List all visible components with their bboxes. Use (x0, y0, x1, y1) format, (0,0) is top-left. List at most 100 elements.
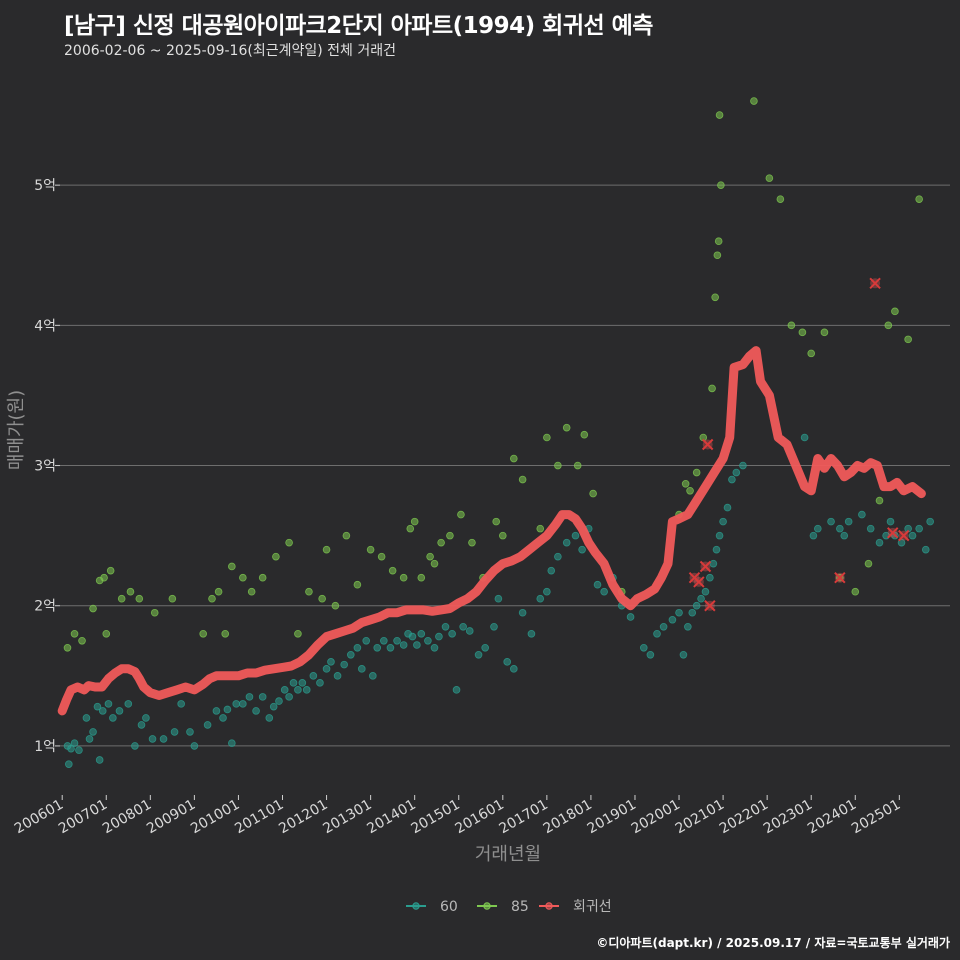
series-60-points (63, 433, 934, 768)
point-85 (686, 486, 694, 495)
point-60 (362, 636, 371, 645)
point-60 (441, 622, 450, 631)
point-85 (807, 349, 816, 358)
point-85 (331, 601, 340, 610)
point-85 (63, 643, 72, 652)
point-60 (289, 679, 298, 687)
point-60 (728, 475, 736, 484)
point-60 (459, 622, 467, 631)
point-60 (109, 714, 117, 722)
point-60 (75, 746, 83, 754)
point-60 (380, 636, 388, 645)
point-85 (258, 573, 267, 582)
x-tick-label: 201501 (408, 797, 462, 838)
point-85 (221, 629, 230, 638)
x-marker-cross (701, 438, 714, 451)
point-60 (333, 672, 342, 680)
point-85 (884, 321, 893, 330)
point-60 (275, 697, 283, 705)
x-marker-cross (834, 571, 846, 584)
y-axis-label: 매매가(원) (6, 390, 27, 470)
point-60 (408, 632, 417, 641)
point-60 (639, 643, 648, 652)
point-85 (199, 629, 207, 638)
point-60 (190, 742, 199, 750)
x-tick-label: 202501 (849, 797, 903, 838)
point-85 (214, 587, 223, 596)
point-85 (399, 573, 408, 582)
regression-x-marker (704, 600, 716, 612)
point-85 (776, 195, 785, 203)
x-tick-label: 200901 (144, 797, 198, 838)
point-60 (593, 580, 602, 589)
point-60 (142, 714, 150, 722)
point-85 (426, 552, 434, 561)
point-60 (668, 615, 677, 624)
point-60 (840, 531, 849, 540)
point-60 (298, 679, 307, 687)
point-60 (701, 587, 710, 596)
point-85 (208, 594, 216, 603)
point-60 (98, 707, 107, 715)
regression-x-marker (693, 576, 705, 588)
point-60 (115, 707, 124, 715)
legend-marker (483, 902, 491, 910)
point-85 (498, 531, 507, 540)
point-85 (117, 594, 126, 603)
x-tick-label: 201801 (541, 797, 595, 838)
point-60 (393, 636, 401, 645)
x-tick-label: 201101 (232, 797, 286, 838)
point-60 (177, 700, 185, 708)
point-60 (159, 735, 168, 743)
point-60 (571, 531, 580, 540)
x-tick-label: 201901 (585, 797, 639, 838)
point-60 (503, 658, 512, 666)
point-85 (708, 384, 716, 393)
point-85 (492, 517, 500, 526)
point-60 (494, 594, 503, 603)
credit-text: ©디아파트(dapt.kr) / 2025.09.17 / 자료=국토교통부 실… (596, 936, 950, 950)
point-60 (353, 643, 362, 652)
point-60 (358, 665, 366, 673)
point-60 (186, 728, 194, 736)
point-60 (346, 651, 355, 659)
point-60 (399, 641, 408, 649)
point-85 (388, 566, 397, 575)
point-85 (851, 587, 860, 596)
point-85 (126, 587, 135, 596)
point-85 (437, 538, 445, 547)
point-60 (93, 702, 102, 711)
y-tick-label: 3억 (34, 459, 56, 475)
point-60 (322, 665, 331, 673)
legend-item-60: 60 (406, 899, 458, 915)
point-85 (713, 251, 722, 260)
point-85 (377, 552, 386, 561)
regression-line (57, 346, 926, 716)
point-60 (104, 700, 113, 708)
point-85 (750, 97, 758, 105)
point-85 (410, 517, 419, 526)
point-60 (697, 594, 705, 603)
x-tick-label: 200801 (100, 797, 154, 838)
point-85 (580, 430, 589, 439)
point-60 (739, 461, 747, 470)
point-85 (457, 510, 465, 519)
regression-x-marker (887, 527, 899, 539)
point-60 (827, 517, 835, 526)
point-85 (294, 629, 302, 638)
chart-title: [남구] 신정 대공원아이파크2단지 아파트(1994) 회귀선 예측 (64, 13, 653, 39)
point-60 (239, 700, 247, 708)
x-tick-label: 201401 (364, 797, 418, 838)
point-85 (78, 636, 86, 645)
point-60 (527, 629, 536, 638)
x-tick-label: 202401 (805, 797, 859, 838)
point-60 (369, 672, 377, 680)
point-60 (219, 714, 227, 722)
point-85 (765, 174, 774, 182)
point-60 (684, 622, 692, 631)
point-60 (386, 643, 395, 652)
legend-item-85: 85 (477, 899, 529, 915)
point-85 (102, 629, 111, 638)
x-marker-cross (693, 576, 705, 588)
